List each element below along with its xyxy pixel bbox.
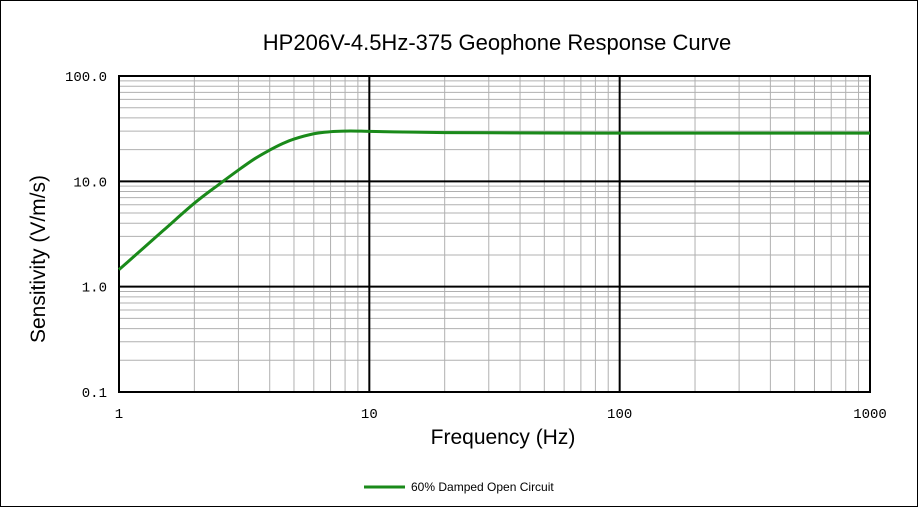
y-tick-label: 100.0 — [65, 70, 107, 86]
y-tick-label: 10.0 — [73, 175, 107, 191]
x-tick-label: 10 — [361, 407, 378, 423]
legend: 60% Damped Open Circuit — [364, 480, 554, 494]
minor-gridlines — [119, 76, 870, 392]
legend-label-60-damped-open-circuit: 60% Damped Open Circuit — [411, 480, 554, 494]
major-gridlines — [119, 76, 870, 392]
x-tick-label: 1 — [115, 407, 123, 423]
series-layer — [118, 129, 870, 271]
plot-area — [118, 75, 871, 393]
x-axis-label: Frequency (Hz) — [431, 426, 576, 449]
chart-title: HP206V-4.5Hz-375 Geophone Response Curve — [263, 30, 731, 55]
y-axis-label: Sensitivity (V/m/s) — [27, 175, 50, 343]
series-line-60-damped-open-circuit — [118, 129, 870, 271]
y-tick-label: 1.0 — [82, 281, 107, 297]
x-tick-labels: 1 10 100 1000 — [115, 407, 887, 423]
y-tick-label: 0.1 — [82, 386, 107, 402]
x-tick-label: 100 — [607, 407, 632, 423]
y-tick-labels: 100.0 10.0 1.0 0.1 — [65, 70, 107, 402]
x-tick-label: 1000 — [853, 407, 887, 423]
